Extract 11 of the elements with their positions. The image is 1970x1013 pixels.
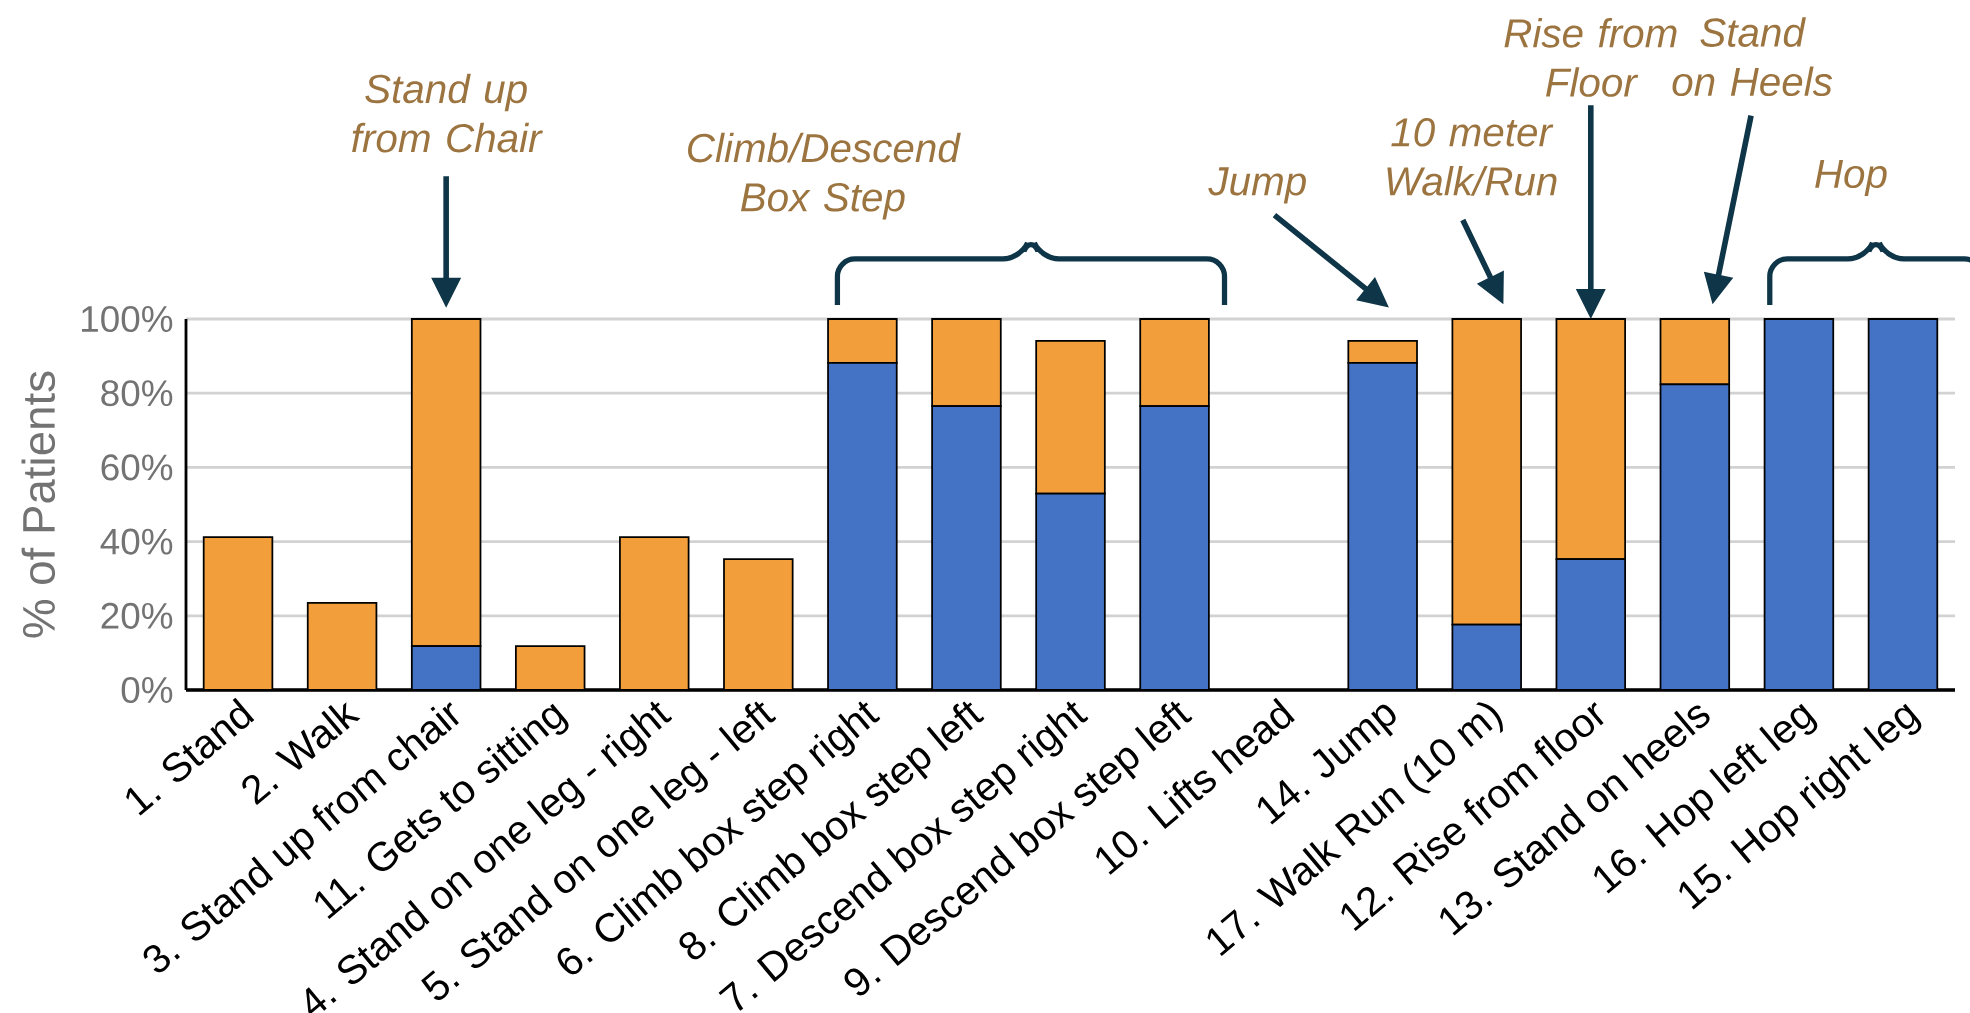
text: Stand up from Chair xyxy=(352,73,543,153)
text: Hop xyxy=(1815,159,1887,197)
y-tick-label: 100% xyxy=(82,305,173,333)
y-tick-label: 80% xyxy=(101,380,173,407)
text: Jump xyxy=(1208,167,1306,204)
text: 10 meter Walk/Run xyxy=(1387,117,1557,196)
y-tick-label: 20% xyxy=(101,602,173,629)
text: Climb/Descend Box Step xyxy=(688,132,961,220)
y-axis-title: % of Patients xyxy=(21,371,56,638)
y-tick-label: 60% xyxy=(101,454,173,481)
y-tick-label: 40% xyxy=(100,528,173,555)
